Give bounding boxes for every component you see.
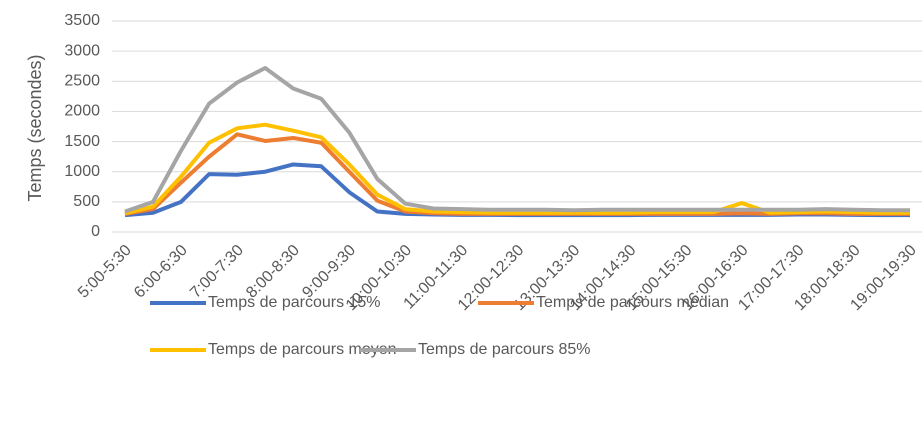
legend-label: Temps de parcours 85% [418,341,591,358]
y-tick-label: 2000 [64,103,100,120]
y-tick-label: 0 [91,223,100,240]
x-tick-label: 9:00-9:30 [299,242,359,302]
x-tick-label: 5:00-5:30 [75,242,135,302]
x-tick-label: 6:00-6:30 [131,242,191,302]
y-tick-label: 2500 [64,73,100,90]
legend-label: Temps de parcours 15% [208,294,381,311]
y-tick-label: 3000 [64,42,100,59]
legend-label: Temps de parcours moyen [208,341,397,358]
y-axis-title: Temps (secondes) [25,54,45,201]
series-line [124,66,910,214]
y-tick-label: 500 [73,193,100,210]
y-tick-label: 1500 [64,133,100,150]
legend-label: Temps de parcours médian [536,294,729,311]
series-line [124,122,910,216]
x-tick-label: 8:00-8:30 [243,242,303,302]
y-tick-label: 3500 [64,12,100,29]
x-tick-label: 7:00-7:30 [187,242,247,302]
y-tick-label: 1000 [64,163,100,180]
